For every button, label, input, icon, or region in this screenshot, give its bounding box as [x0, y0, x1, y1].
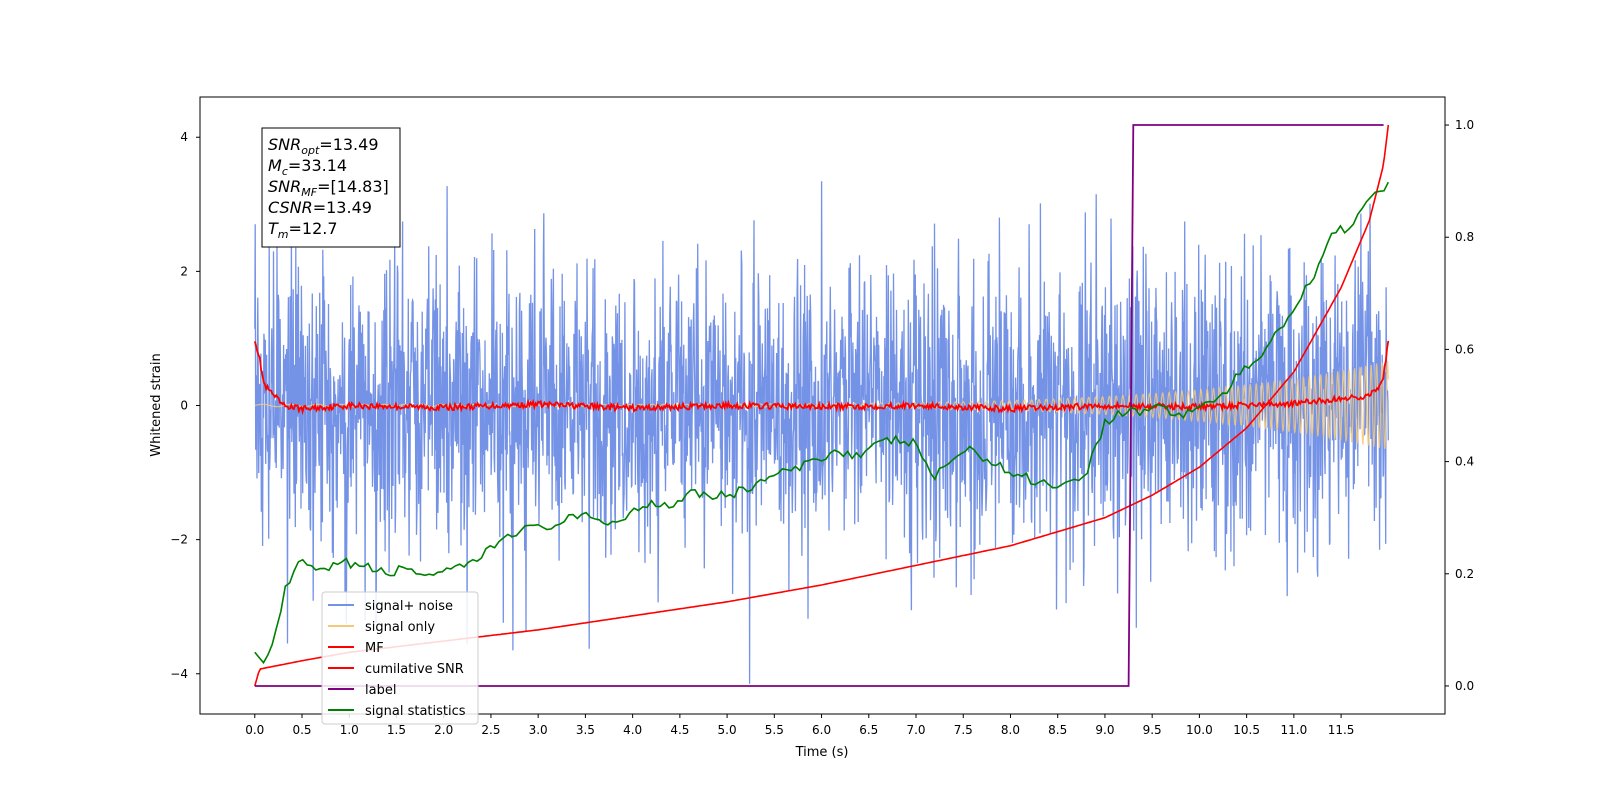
x-tick-label: 11.0	[1281, 723, 1308, 737]
series-label	[254, 124, 1384, 687]
x-tick-label: 1.0	[340, 723, 359, 737]
y-left-tick-label: 4	[180, 130, 188, 144]
y-left-tick-label: 0	[180, 399, 188, 413]
x-tick-label: 6.5	[859, 723, 878, 737]
x-tick-label: 2.5	[481, 723, 500, 737]
annotation-line: SNRMF=[14.83]	[268, 177, 389, 199]
legend-entry-label: MF	[365, 641, 384, 656]
x-tick-label: 2.0	[434, 723, 453, 737]
x-tick-label: 0.5	[292, 723, 311, 737]
y-axis-label: Whitened strain	[149, 353, 164, 456]
x-tick-label: 4.5	[670, 723, 689, 737]
y-right-tick-label: 0.4	[1455, 455, 1474, 469]
y-left-tick-label: 2	[180, 264, 188, 278]
y-right-tick-label: 0.8	[1455, 230, 1474, 244]
x-tick-label: 3.0	[529, 723, 548, 737]
annotation-line: SNRopt=13.49	[268, 135, 379, 157]
x-tick-label: 9.5	[1143, 723, 1162, 737]
x-tick-label: 8.0	[1001, 723, 1020, 737]
x-tick-label: 6.0	[812, 723, 831, 737]
y-right-tick-label: 0.6	[1455, 342, 1474, 356]
x-tick-label: 9.0	[1095, 723, 1114, 737]
legend-entry-label: signal only	[365, 620, 435, 635]
x-tick-label: 7.5	[954, 723, 973, 737]
x-tick-label: 4.0	[623, 723, 642, 737]
series-signal-statistics	[254, 181, 1390, 665]
annotation-line: CSNR=13.49	[268, 198, 372, 217]
y-axis-right: 1.0 0.8 0.6 0.4 0.2 0.0	[1445, 118, 1474, 693]
y-left-tick-label: −4	[170, 667, 188, 681]
y-axis-left: 4 2 0 −2 −4	[170, 130, 200, 681]
y-right-tick-label: 0.2	[1455, 567, 1474, 581]
x-tick-label: 3.5	[576, 723, 595, 737]
legend: signal+ noise signal only MF cumilative SNR…	[321, 591, 479, 725]
y-right-tick-label: 0.0	[1455, 679, 1474, 693]
legend-entry-label: label	[365, 683, 396, 698]
series-mf	[253, 340, 1390, 416]
series-signal-plus-noise	[254, 181, 1389, 684]
legend-entry-label: signal statistics	[365, 704, 466, 719]
x-tick-label: 7.0	[906, 723, 925, 737]
x-tick-label: 0.0	[245, 723, 264, 737]
y-right-tick-label: 1.0	[1455, 118, 1474, 132]
x-axis: 0.0 0.5 1.0 1.5 2.0 2.5 3.0 3.5 4.0 4.5 5.0 5.5 6.0 6…	[245, 714, 1354, 737]
y-left-tick-label: −2	[170, 533, 188, 547]
annotation-frame	[261, 127, 401, 248]
x-axis-label: Time (s)	[795, 745, 849, 760]
legend-entry-label: cumilative SNR	[365, 662, 464, 677]
legend-entry-label: signal+ noise	[365, 599, 453, 614]
x-tick-label: 8.5	[1048, 723, 1067, 737]
x-tick-label: 5.5	[765, 723, 784, 737]
stats-annotation-box: SNRopt=13.49Mc=33.14SNRMF=[14.83]CSNR=13…	[261, 127, 401, 248]
x-tick-label: 10.0	[1186, 723, 1213, 737]
x-tick-label: 11.5	[1328, 723, 1355, 737]
annotation-line: Tm=12.7	[268, 219, 338, 241]
x-tick-label: 10.5	[1233, 723, 1260, 737]
x-tick-label: 5.0	[718, 723, 737, 737]
x-tick-label: 1.5	[387, 723, 406, 737]
annotation-line: Mc=33.14	[268, 156, 347, 178]
legend-frame	[321, 591, 479, 725]
